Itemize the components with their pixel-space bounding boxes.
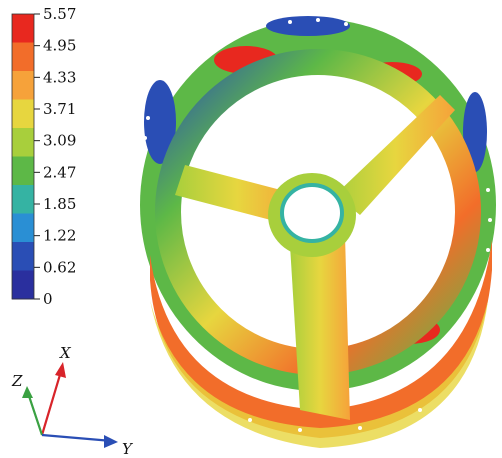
legend-ticks	[34, 13, 40, 300]
legend-frame	[11, 13, 35, 300]
legend-label: 4.33	[43, 68, 76, 86]
rim-spot-top	[266, 16, 350, 36]
x-axis-arrow	[40, 367, 64, 436]
y-axis-arrow	[41, 433, 113, 443]
bolt-holes	[143, 18, 492, 432]
legend-label: 1.22	[43, 227, 76, 245]
outer-wall-band	[150, 300, 488, 448]
color-legend: 5.57 4.95 4.33 3.71 3.09 2.47 1.85 1.22 0.62 0	[11, 5, 76, 308]
y-axis-arrowhead	[104, 435, 118, 448]
legend-band	[12, 14, 34, 43]
axis-triad: X Z Y	[11, 344, 134, 458]
legend-label: 0.62	[43, 258, 76, 276]
legend-band	[12, 156, 34, 186]
hub-bore	[280, 183, 344, 243]
legend-label: 3.71	[43, 100, 76, 118]
legend-band	[12, 213, 34, 243]
legend-band	[12, 71, 34, 100]
legend-label: 0	[43, 290, 53, 308]
legend-label: 1.85	[43, 195, 76, 213]
impeller-model	[140, 16, 496, 448]
rim-spot-left	[144, 80, 176, 164]
legend-band	[12, 99, 34, 129]
legend-band	[12, 42, 34, 72]
legend-label: 3.09	[43, 132, 76, 150]
outer-wall-lower	[150, 240, 492, 438]
axis-label-y: Y	[122, 440, 134, 458]
legend-labels: 5.57 4.95 4.33 3.71 3.09 2.47 1.85 1.22 0.62 0	[43, 5, 76, 308]
legend-label: 4.95	[43, 37, 76, 55]
legend-bands	[12, 14, 34, 300]
z-axis-arrow	[26, 392, 44, 436]
axis-label-z: Z	[11, 372, 23, 390]
legend-label: 2.47	[43, 163, 76, 181]
blade-3	[290, 235, 350, 420]
legend-band	[12, 270, 34, 300]
blade-2	[335, 95, 455, 215]
z-axis-arrowhead	[22, 386, 33, 398]
legend-band	[12, 185, 34, 214]
axis-label-x: X	[59, 344, 72, 362]
x-axis-arrowhead	[55, 362, 66, 378]
legend-band	[12, 242, 34, 271]
legend-label: 5.57	[43, 5, 76, 23]
legend-band	[12, 128, 34, 157]
